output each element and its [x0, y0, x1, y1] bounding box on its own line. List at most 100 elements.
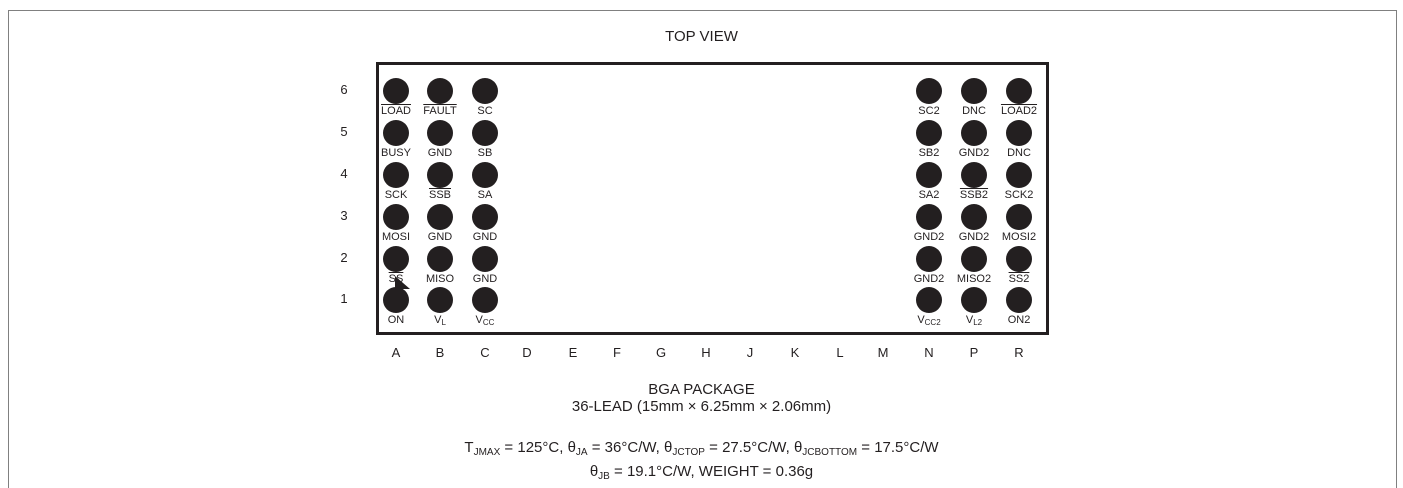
theta-jcbottom-value: = 17.5°C/W — [857, 439, 939, 456]
pin-name-B1: V — [434, 314, 442, 326]
pin-name-B5: GND — [427, 147, 453, 159]
thermal-line-1: TJMAX = 125°C, θJA = 36°C/W, θJCTOP = 27… — [0, 438, 1403, 462]
pin-label-B4: SSB — [415, 189, 465, 201]
pin-name-P1: V — [965, 314, 974, 326]
pin1-corner-marker — [395, 276, 410, 289]
pin-name-B4: SSB — [428, 189, 451, 201]
pin-subscript-N1: CC2 — [924, 318, 941, 327]
pin-name-N2: GND2 — [913, 273, 945, 285]
pin-name-P6: DNC — [962, 105, 986, 117]
pin-name-P5: GND2 — [958, 147, 990, 159]
column-label-E: E — [568, 345, 578, 360]
theta-jctop-subscript: JCTOP — [672, 447, 705, 458]
pin-label-A5: BUSY — [371, 147, 421, 159]
ball-C2 — [472, 246, 498, 272]
ball-N1 — [916, 287, 942, 313]
pin-name-R3: MOSI2 — [1001, 231, 1037, 243]
pin-label-N6: SC2 — [904, 105, 954, 117]
column-label-M: M — [877, 345, 889, 360]
pin-name-P2: MISO2 — [956, 273, 992, 285]
pin-label-B1: VL — [415, 314, 465, 329]
column-label-A: A — [391, 345, 401, 360]
thermal-line-2: θJB = 19.1°C/W, WEIGHT = 0.36g — [0, 462, 1403, 486]
pin-label-P2: MISO2 — [949, 273, 999, 285]
ball-P6 — [961, 78, 987, 104]
ball-B6 — [427, 78, 453, 104]
pin-label-A6: LOAD — [371, 105, 421, 117]
row-label-2: 2 — [340, 250, 348, 265]
ball-N2 — [916, 246, 942, 272]
pin-label-B6: FAULT — [415, 105, 465, 117]
row-label-1: 1 — [340, 291, 348, 306]
row-label-5: 5 — [340, 124, 348, 139]
pin-subscript-P1: L2 — [973, 318, 983, 327]
pin-name-P4: SSB2 — [959, 189, 989, 201]
column-label-R: R — [1014, 345, 1024, 360]
pin-name-P3: GND2 — [958, 231, 990, 243]
theta-jcbottom-symbol: θ — [793, 439, 803, 456]
column-label-J: J — [746, 345, 754, 360]
theta-ja-value: = 36°C/W, — [587, 439, 665, 456]
pin-label-B2: MISO — [415, 273, 465, 285]
pin-name-N4: SA2 — [918, 189, 940, 201]
pin-label-A1: ON — [371, 314, 421, 326]
ball-A6 — [383, 78, 409, 104]
column-label-F: F — [613, 345, 621, 360]
column-label-D: D — [522, 345, 532, 360]
pin-label-R3: MOSI2 — [994, 231, 1044, 243]
ball-N5 — [916, 120, 942, 146]
pin-name-A6: LOAD — [381, 105, 411, 117]
theta-ja-symbol: θ — [567, 439, 576, 456]
ball-R3 — [1006, 204, 1032, 230]
column-label-L: L — [836, 345, 844, 360]
theta-jb-value: = 19.1°C/W, WEIGHT = 0.36g — [609, 463, 814, 480]
pin-name-R5: DNC — [1007, 147, 1031, 159]
pin-label-N1: VCC2 — [904, 314, 954, 329]
pin-name-C2: GND — [472, 273, 498, 285]
ball-B3 — [427, 204, 453, 230]
tjmax-symbol: T — [464, 439, 474, 456]
row-label-4: 4 — [340, 166, 348, 181]
pin-name-R4: SCK2 — [1004, 189, 1034, 201]
theta-jctop-value: = 27.5°C/W, — [704, 439, 794, 456]
pin-name-C1: V — [475, 314, 483, 326]
column-label-K: K — [790, 345, 800, 360]
tjmax-value: = 125°C, — [500, 439, 568, 456]
row-label-3: 3 — [340, 208, 348, 223]
ball-P4 — [961, 162, 987, 188]
pin-name-N6: SC2 — [918, 105, 940, 117]
ball-A3 — [383, 204, 409, 230]
ball-B4 — [427, 162, 453, 188]
pin-label-N3: GND2 — [904, 231, 954, 243]
pin-label-C2: GND — [460, 273, 510, 285]
ball-R5 — [1006, 120, 1032, 146]
pin-name-R2: SS2 — [1008, 273, 1030, 285]
ball-A2 — [383, 246, 409, 272]
pin-label-C5: SB — [460, 147, 510, 159]
pin-label-N4: SA2 — [904, 189, 954, 201]
package-dimensions: 36-LEAD (15mm × 6.25mm × 2.06mm) — [571, 398, 832, 415]
pin-name-A5: BUSY — [381, 147, 411, 159]
column-label-P: P — [969, 345, 979, 360]
theta-jcbottom-subscript: JCBOTTOM — [802, 447, 858, 458]
ball-N6 — [916, 78, 942, 104]
thermal-specs: TJMAX = 125°C, θJA = 36°C/W, θJCTOP = 27… — [0, 438, 1403, 486]
theta-ja-subscript: JA — [575, 447, 588, 458]
ball-P2 — [961, 246, 987, 272]
pin-label-A3: MOSI — [371, 231, 421, 243]
ball-C5 — [472, 120, 498, 146]
pin-name-N5: SB2 — [918, 147, 940, 159]
column-label-H: H — [701, 345, 711, 360]
pin-name-R1: ON2 — [1007, 314, 1031, 326]
figure-frame — [8, 10, 1397, 488]
pin-subscript-C1: CC — [482, 318, 495, 327]
pin-label-P4: SSB2 — [949, 189, 999, 201]
pin-name-C3: GND — [472, 231, 498, 243]
pin-label-P6: DNC — [949, 105, 999, 117]
ball-R4 — [1006, 162, 1032, 188]
pin-label-A2: SS — [371, 273, 421, 285]
pin-label-C3: GND — [460, 231, 510, 243]
ball-C3 — [472, 204, 498, 230]
column-label-B: B — [435, 345, 445, 360]
pin-name-B2: MISO — [425, 273, 455, 285]
